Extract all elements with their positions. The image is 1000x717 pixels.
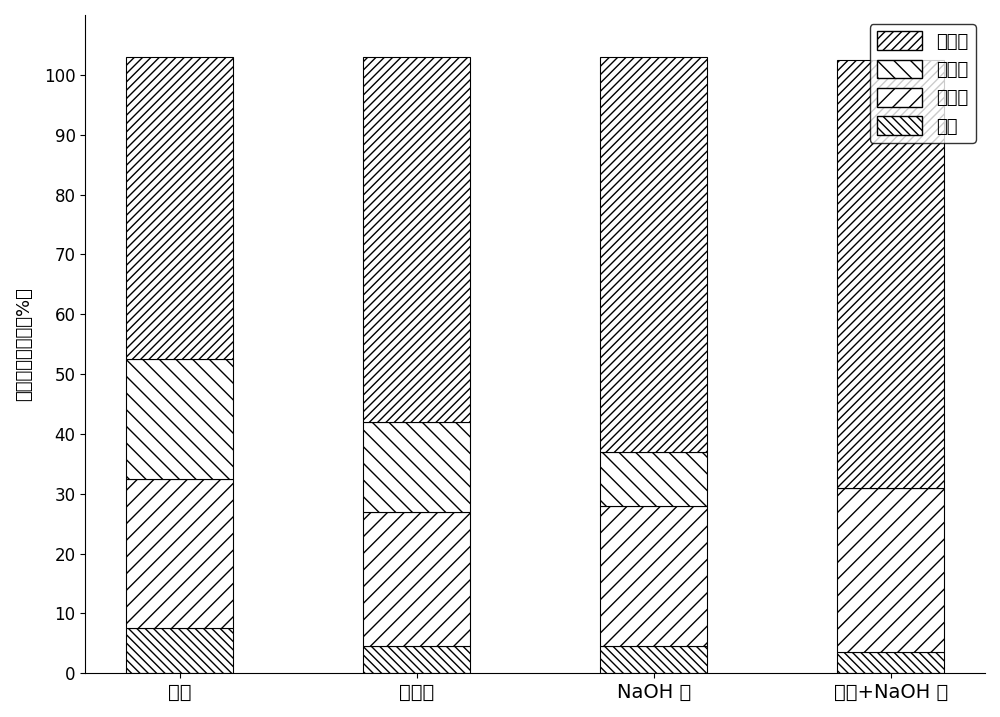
- Bar: [837, 652, 944, 673]
- Legend: 纤维素, 半纤维, 木质素, 灰分: 纤维素, 半纤维, 木质素, 灰分: [870, 24, 976, 143]
- Bar: [126, 359, 233, 479]
- Bar: [126, 628, 233, 673]
- Bar: [600, 646, 707, 673]
- Bar: [363, 646, 470, 673]
- Bar: [363, 512, 470, 646]
- Bar: [837, 60, 944, 488]
- Bar: [600, 57, 707, 452]
- Bar: [126, 479, 233, 628]
- Bar: [363, 57, 470, 422]
- Bar: [126, 57, 233, 359]
- Bar: [837, 488, 944, 652]
- Bar: [600, 452, 707, 505]
- Bar: [363, 422, 470, 512]
- Bar: [600, 505, 707, 646]
- Y-axis label: 不同组分的变化（%）: 不同组分的变化（%）: [15, 288, 33, 401]
